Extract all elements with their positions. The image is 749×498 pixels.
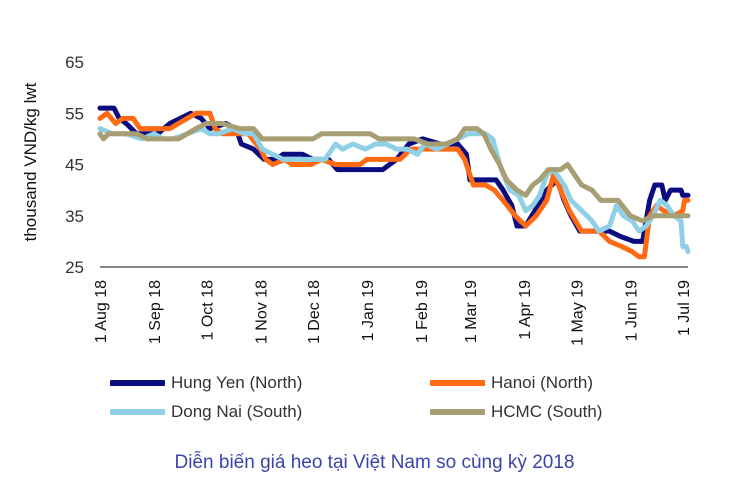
legend-item-dong-nai: Dong Nai (South) (110, 401, 302, 423)
series-line-dong-nai-south (97, 126, 691, 255)
legend-swatch-hung-yen (110, 380, 165, 386)
legend-item-hcmc: HCMC (South) (430, 401, 602, 423)
legend-swatch-hanoi (430, 380, 485, 386)
y-tick-label: 65 (65, 53, 84, 72)
x-tick-label: 1 Mar 19 (463, 280, 480, 343)
y-axis-label: thousand VND/kg lwt (21, 82, 40, 241)
chart-caption: Diễn biến giá heo tại Việt Nam so cùng k… (174, 452, 575, 473)
legend-label-hanoi: Hanoi (North) (491, 373, 594, 392)
legend-swatch-dong-nai (110, 409, 165, 415)
x-tick-label: 1 Aug 18 (93, 280, 110, 343)
legend-item-hung-yen: Hung Yen (North) (110, 372, 302, 394)
legend-label-dong-nai: Dong Nai (South) (171, 402, 303, 421)
x-tick-label: 1 Jul 19 (676, 280, 693, 336)
x-tick-label: 1 Sep 18 (147, 280, 164, 344)
x-tick-label: 1 Nov 18 (254, 280, 271, 344)
legend-label-hcmc: HCMC (South) (491, 402, 603, 421)
x-tick-label: 1 Feb 19 (414, 280, 431, 343)
legend-label-hung-yen: Hung Yen (North) (171, 373, 303, 392)
y-tick-label: 25 (65, 258, 84, 277)
y-tick-label: 55 (65, 104, 84, 123)
series-line-hung-yen-north (97, 105, 691, 244)
legend-swatch-hcmc (430, 409, 485, 415)
y-tick-label: 35 (65, 207, 84, 226)
x-tick-label: 1 Jun 19 (623, 280, 640, 341)
series-line-hanoi-north (97, 110, 691, 260)
x-tick-label: 1 Apr 19 (517, 280, 534, 340)
x-tick-label: 1 May 19 (569, 280, 586, 346)
line-chart: 25 35 45 55 65 1 Aug 18 1 Sep 18 1 Oct 18 1 Nov… (21, 53, 693, 346)
x-tick-label: 1 Jan 19 (360, 280, 377, 341)
x-tick-label: 1 Oct 18 (199, 280, 216, 341)
x-tick-label: 1 Dec 18 (306, 280, 323, 344)
legend-item-hanoi: Hanoi (North) (430, 372, 593, 394)
series-line-hcmc-south (97, 121, 691, 224)
y-tick-label: 45 (65, 156, 84, 175)
